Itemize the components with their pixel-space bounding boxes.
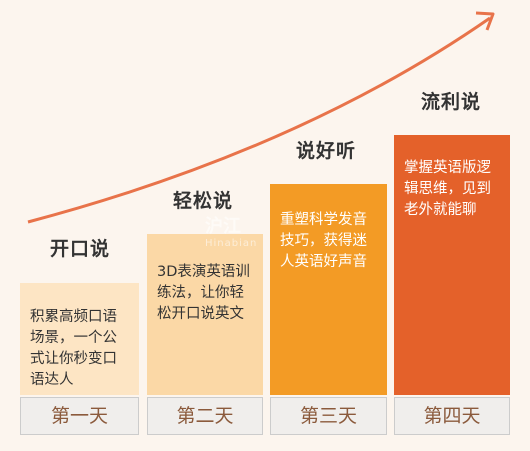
step-3-block: 重塑科学发音技巧，获得迷人英语好声音 bbox=[270, 184, 387, 395]
step-4-title: 流利说 bbox=[421, 91, 482, 113]
watermark-text: 沪江 bbox=[205, 216, 241, 237]
step-2-block: 3D表演英语训练法，让你轻松开口说英文 bbox=[147, 234, 263, 395]
day-4-label: 第四天 bbox=[394, 397, 510, 435]
step-2-body: 3D表演英语训练法，让你轻松开口说英文 bbox=[157, 264, 250, 322]
watermark: 沪江 Hinabian bbox=[205, 212, 257, 249]
step-1-block: 积累高频口语场景，一个公式让你秒变口语达人 bbox=[20, 283, 139, 395]
step-1-title: 开口说 bbox=[50, 238, 111, 260]
day-3-label: 第三天 bbox=[270, 397, 387, 435]
step-1-body: 积累高频口语场景，一个公式让你秒变口语达人 bbox=[30, 309, 117, 388]
day-1-label: 第一天 bbox=[20, 397, 139, 435]
watermark-sub: Hinabian bbox=[205, 238, 258, 249]
step-4-block: 掌握英语版逻辑思维，见到老外就能聊 bbox=[394, 135, 510, 395]
step-3-body: 重塑科学发音技巧，获得迷人英语好声音 bbox=[280, 212, 367, 270]
step-4-body: 掌握英语版逻辑思维，见到老外就能聊 bbox=[404, 160, 491, 218]
day-2-label: 第二天 bbox=[147, 397, 263, 435]
step-3-title: 说好听 bbox=[296, 140, 357, 162]
step-2-title: 轻松说 bbox=[173, 190, 234, 212]
